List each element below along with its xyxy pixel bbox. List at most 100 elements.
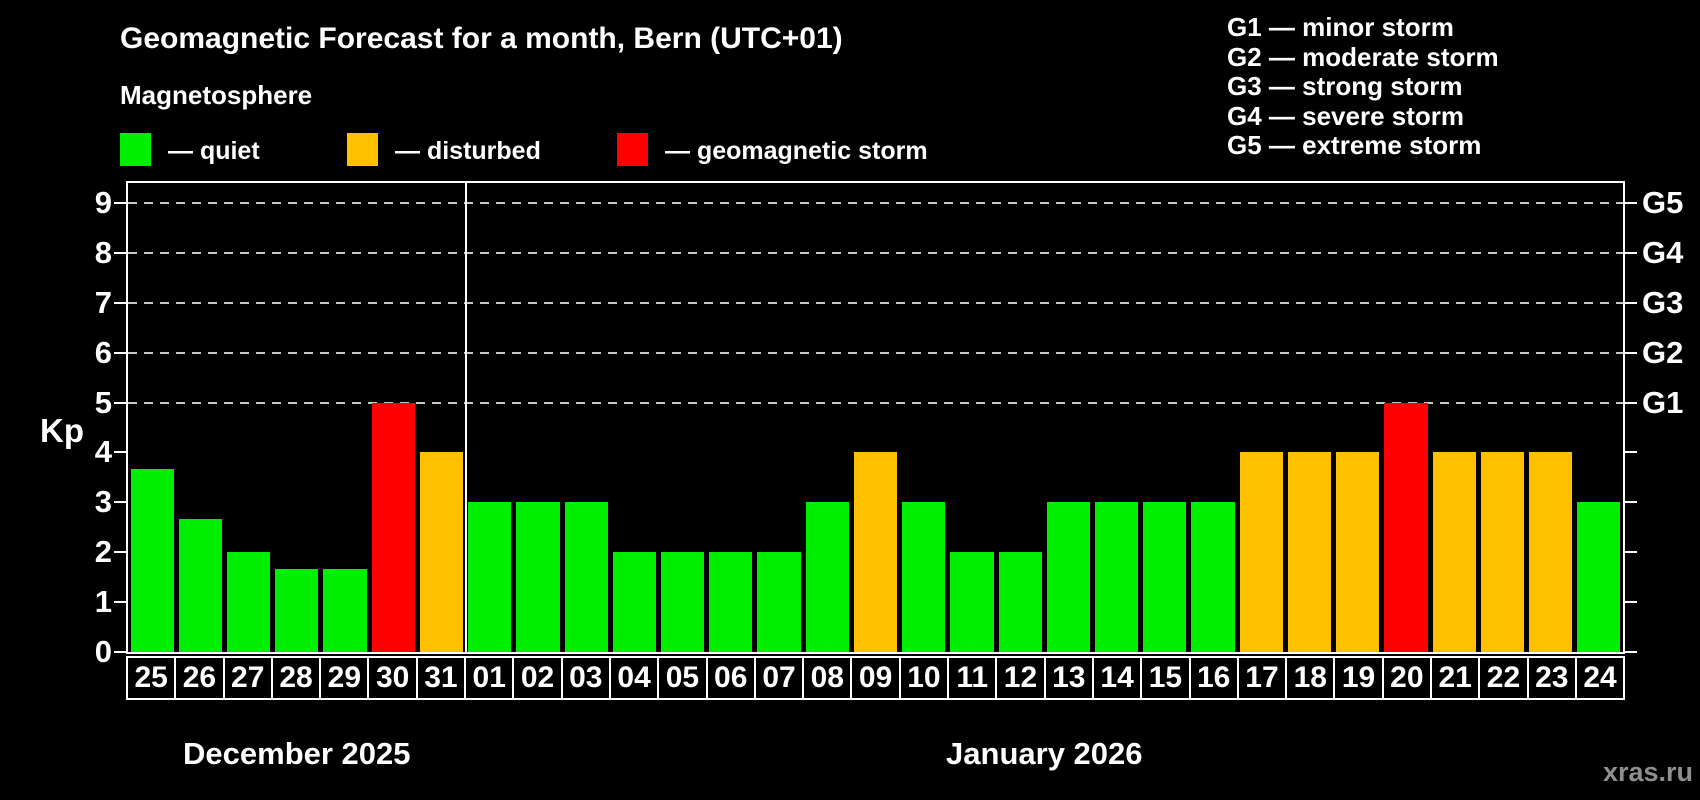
- day-label-08: 08: [802, 656, 853, 700]
- bar-day-17: [1239, 452, 1283, 652]
- watermark-xras: xras.ru: [1602, 757, 1693, 787]
- y-axis-tick-right: [1625, 401, 1637, 404]
- y-axis-tick-right: [1625, 451, 1637, 454]
- day-label-30: 30: [367, 656, 418, 700]
- legend-label-storm: — geomagnetic storm: [665, 137, 928, 165]
- bar-day-01: [468, 502, 512, 652]
- day-label-03: 03: [560, 656, 611, 700]
- y-axis-tick-right: [1625, 501, 1637, 504]
- y-axis-tick-left: [114, 201, 126, 204]
- bar-day-27: [226, 552, 271, 652]
- bar-day-29: [323, 568, 367, 652]
- y-axis-number-1: 1: [94, 584, 112, 620]
- y-axis-tick-left: [114, 601, 126, 604]
- day-label-06: 06: [705, 656, 756, 700]
- y-axis-tick-right: [1625, 201, 1637, 204]
- y-axis-tick-right: [1625, 251, 1637, 254]
- bar-day-30: [371, 402, 415, 652]
- y-axis-number-3: 3: [94, 484, 112, 520]
- day-label-02: 02: [512, 656, 563, 700]
- day-label-15: 15: [1140, 656, 1191, 700]
- bar-day-16: [1191, 502, 1235, 652]
- page-title: Geomagnetic Forecast for a month, Bern (…: [120, 22, 843, 55]
- day-label-24: 24: [1574, 656, 1626, 700]
- right-axis-label-G4: G4: [1642, 234, 1684, 270]
- day-label-31: 31: [415, 656, 467, 700]
- storm-scale-line: G3 — strong storm: [1227, 71, 1463, 101]
- y-axis-tick-right: [1625, 301, 1637, 304]
- bar-day-24: [1577, 502, 1621, 652]
- bar-day-12: [998, 552, 1042, 652]
- y-axis-number-0: 0: [94, 634, 112, 669]
- plot-area: [126, 181, 1625, 654]
- right-axis-label-G3: G3: [1642, 284, 1684, 320]
- storm-scale-legend: G1 — minor storm G2 — moderate storm G3 — …: [1227, 12, 1499, 161]
- day-label-04: 04: [608, 656, 660, 700]
- y-axis-number-7: 7: [94, 284, 112, 320]
- y-axis-tick-left: [114, 401, 126, 404]
- day-label-22: 22: [1478, 656, 1529, 700]
- day-label-17: 17: [1236, 656, 1288, 700]
- gridline-kp-7: [128, 301, 1623, 304]
- bar-day-15: [1143, 502, 1187, 652]
- y-axis-tick-left: [114, 651, 126, 653]
- y-axis-tick-left: [114, 551, 126, 554]
- day-label-07: 07: [753, 656, 805, 700]
- subtitle-magnetosphere: Magnetosphere: [120, 80, 313, 110]
- day-label-28: 28: [270, 656, 322, 700]
- day-label-05: 05: [657, 656, 708, 700]
- y-axis-tick-right: [1625, 551, 1637, 554]
- bar-day-06: [709, 552, 753, 652]
- right-axis-label-G2: G2: [1642, 334, 1684, 370]
- bar-day-14: [1095, 502, 1139, 652]
- legend-swatch-storm: [617, 133, 648, 166]
- y-axis-tick-left: [114, 451, 126, 454]
- day-label-18: 18: [1285, 656, 1336, 700]
- day-label-23: 23: [1526, 656, 1577, 700]
- month-label: December 2025: [183, 736, 411, 771]
- day-label-21: 21: [1430, 656, 1481, 700]
- bar-day-11: [950, 552, 994, 652]
- bar-day-10: [902, 502, 946, 652]
- legend-label-quiet: — quiet: [168, 137, 260, 165]
- storm-scale-line: G5 — extreme storm: [1227, 130, 1482, 160]
- day-label-19: 19: [1333, 656, 1384, 700]
- right-axis-label-G1: G1: [1642, 384, 1684, 420]
- x-axis-day-labels: 25 26 27 28 29 30 31 01 02 03 04 05 06 07 08 09 10 11 12 13…: [126, 656, 1626, 700]
- day-label-20: 20: [1381, 656, 1433, 700]
- day-label-26: 26: [174, 656, 225, 700]
- y-axis-title-kp: Kp: [40, 412, 84, 449]
- y-axis-number-9: 9: [94, 184, 112, 220]
- day-label-27: 27: [222, 656, 273, 700]
- bar-day-26: [178, 518, 222, 652]
- bar-day-28: [275, 568, 319, 652]
- bar-day-09: [853, 452, 898, 652]
- day-label-09: 09: [850, 656, 901, 700]
- bar-day-23: [1529, 452, 1573, 652]
- storm-scale-line: G4 — severe storm: [1227, 100, 1465, 131]
- gridline-kp-6: [128, 351, 1623, 354]
- y-axis-number-6: 6: [94, 334, 112, 370]
- y-axis-tick-left: [114, 251, 126, 254]
- y-axis-number-2: 2: [94, 534, 112, 570]
- month-label: January 2026: [946, 736, 1143, 771]
- day-label-01: 01: [464, 656, 515, 700]
- legend-swatch-disturbed: [347, 133, 378, 166]
- day-label-29: 29: [319, 656, 370, 700]
- bar-day-18: [1287, 452, 1332, 652]
- legend-label-disturbed: — disturbed: [395, 137, 541, 165]
- y-axis-tick-left: [114, 501, 126, 504]
- y-axis-number-8: 8: [94, 234, 112, 270]
- legend-swatch-quiet: [120, 133, 151, 166]
- day-label-25: 25: [126, 656, 177, 700]
- bar-day-22: [1480, 452, 1525, 652]
- bar-day-13: [1046, 502, 1090, 652]
- storm-scale-line: G1 — minor storm: [1227, 12, 1454, 42]
- bar-day-31: [419, 452, 464, 652]
- bar-day-02: [516, 502, 560, 652]
- month-separator: [464, 183, 467, 652]
- bar-day-04: [612, 552, 656, 652]
- day-label-14: 14: [1091, 656, 1143, 700]
- bar-day-05: [660, 552, 705, 652]
